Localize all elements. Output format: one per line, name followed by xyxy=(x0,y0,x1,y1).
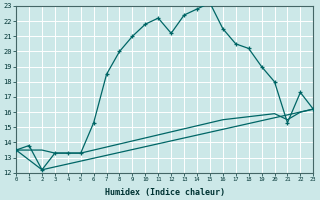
X-axis label: Humidex (Indice chaleur): Humidex (Indice chaleur) xyxy=(105,188,225,197)
